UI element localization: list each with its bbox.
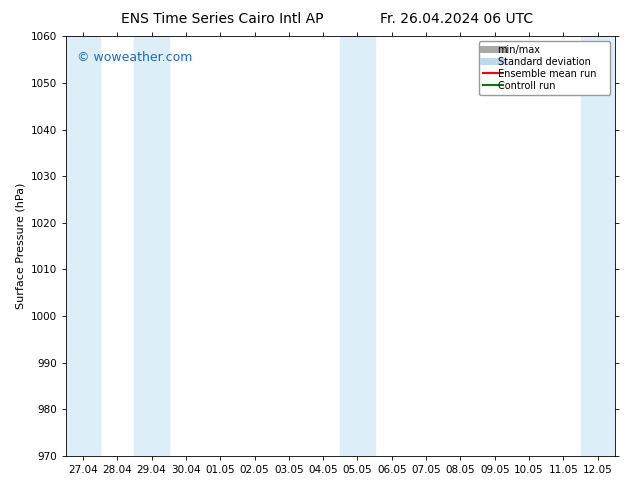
Bar xyxy=(66,36,100,456)
Text: Fr. 26.04.2024 06 UTC: Fr. 26.04.2024 06 UTC xyxy=(380,12,533,26)
Bar xyxy=(581,36,615,456)
Y-axis label: Surface Pressure (hPa): Surface Pressure (hPa) xyxy=(15,183,25,309)
Bar xyxy=(340,36,375,456)
Bar xyxy=(134,36,169,456)
Legend: min/max, Standard deviation, Ensemble mean run, Controll run: min/max, Standard deviation, Ensemble me… xyxy=(479,41,610,95)
Text: © woweather.com: © woweather.com xyxy=(77,51,192,64)
Text: ENS Time Series Cairo Intl AP: ENS Time Series Cairo Intl AP xyxy=(120,12,323,26)
